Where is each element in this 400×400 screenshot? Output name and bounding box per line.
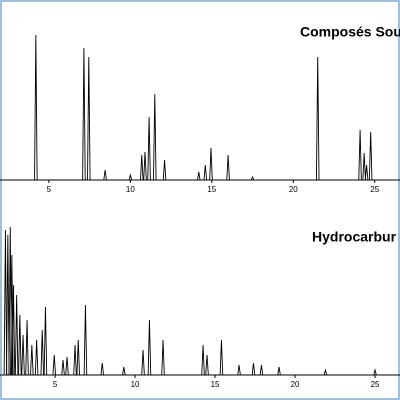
peak	[251, 362, 256, 376]
x-tick-label: 5	[47, 185, 52, 194]
peak	[40, 329, 44, 376]
peak	[143, 151, 147, 181]
peak	[6, 234, 10, 376]
peak	[219, 339, 224, 376]
peak	[3, 229, 8, 376]
peak	[43, 306, 48, 376]
x-tick-label: 25	[371, 380, 380, 389]
peak	[203, 164, 208, 181]
peak	[368, 131, 373, 181]
x-tick-label: 20	[291, 380, 300, 389]
x-tick-label: 15	[211, 380, 220, 389]
peak	[250, 175, 255, 181]
panel-title: Hydrocarbur	[312, 229, 397, 245]
peak	[87, 56, 91, 181]
peak	[140, 154, 144, 181]
peak	[34, 34, 38, 181]
peak	[201, 344, 205, 376]
peak	[82, 47, 86, 181]
peak	[315, 56, 320, 181]
peak	[205, 354, 209, 376]
peak	[323, 368, 328, 376]
peak	[147, 116, 151, 181]
x-tick-label: 20	[289, 185, 298, 194]
peak	[83, 304, 88, 376]
peak	[153, 93, 157, 181]
peak	[226, 154, 230, 181]
peak	[277, 366, 281, 376]
panel-title: Composés Sou	[300, 24, 400, 40]
peak	[147, 319, 152, 376]
peak	[128, 173, 133, 181]
peak	[18, 314, 22, 376]
peak	[11, 284, 16, 376]
peak	[34, 339, 39, 376]
peak	[197, 171, 201, 181]
peak	[30, 344, 34, 376]
peak	[161, 339, 165, 376]
peak	[373, 368, 377, 376]
peak	[122, 366, 126, 376]
peak	[364, 164, 369, 181]
peak	[65, 356, 69, 376]
peak	[100, 362, 104, 376]
peak	[103, 169, 107, 181]
peak	[52, 354, 56, 376]
peak	[358, 129, 362, 181]
peak	[21, 334, 25, 376]
x-tick-label: 15	[207, 185, 216, 194]
x-tick-label: 25	[370, 185, 379, 194]
peak	[162, 159, 167, 181]
peak	[141, 349, 145, 376]
peak	[259, 364, 264, 376]
x-tick-label: 10	[131, 380, 140, 389]
peak	[14, 294, 19, 376]
peak	[76, 339, 80, 376]
peak	[209, 147, 213, 181]
peak	[362, 152, 366, 181]
peak	[25, 319, 29, 376]
peak	[73, 344, 77, 376]
x-tick-label: 10	[126, 185, 135, 194]
peak	[237, 364, 241, 376]
peak	[61, 359, 65, 376]
x-tick-label: 5	[53, 380, 58, 389]
